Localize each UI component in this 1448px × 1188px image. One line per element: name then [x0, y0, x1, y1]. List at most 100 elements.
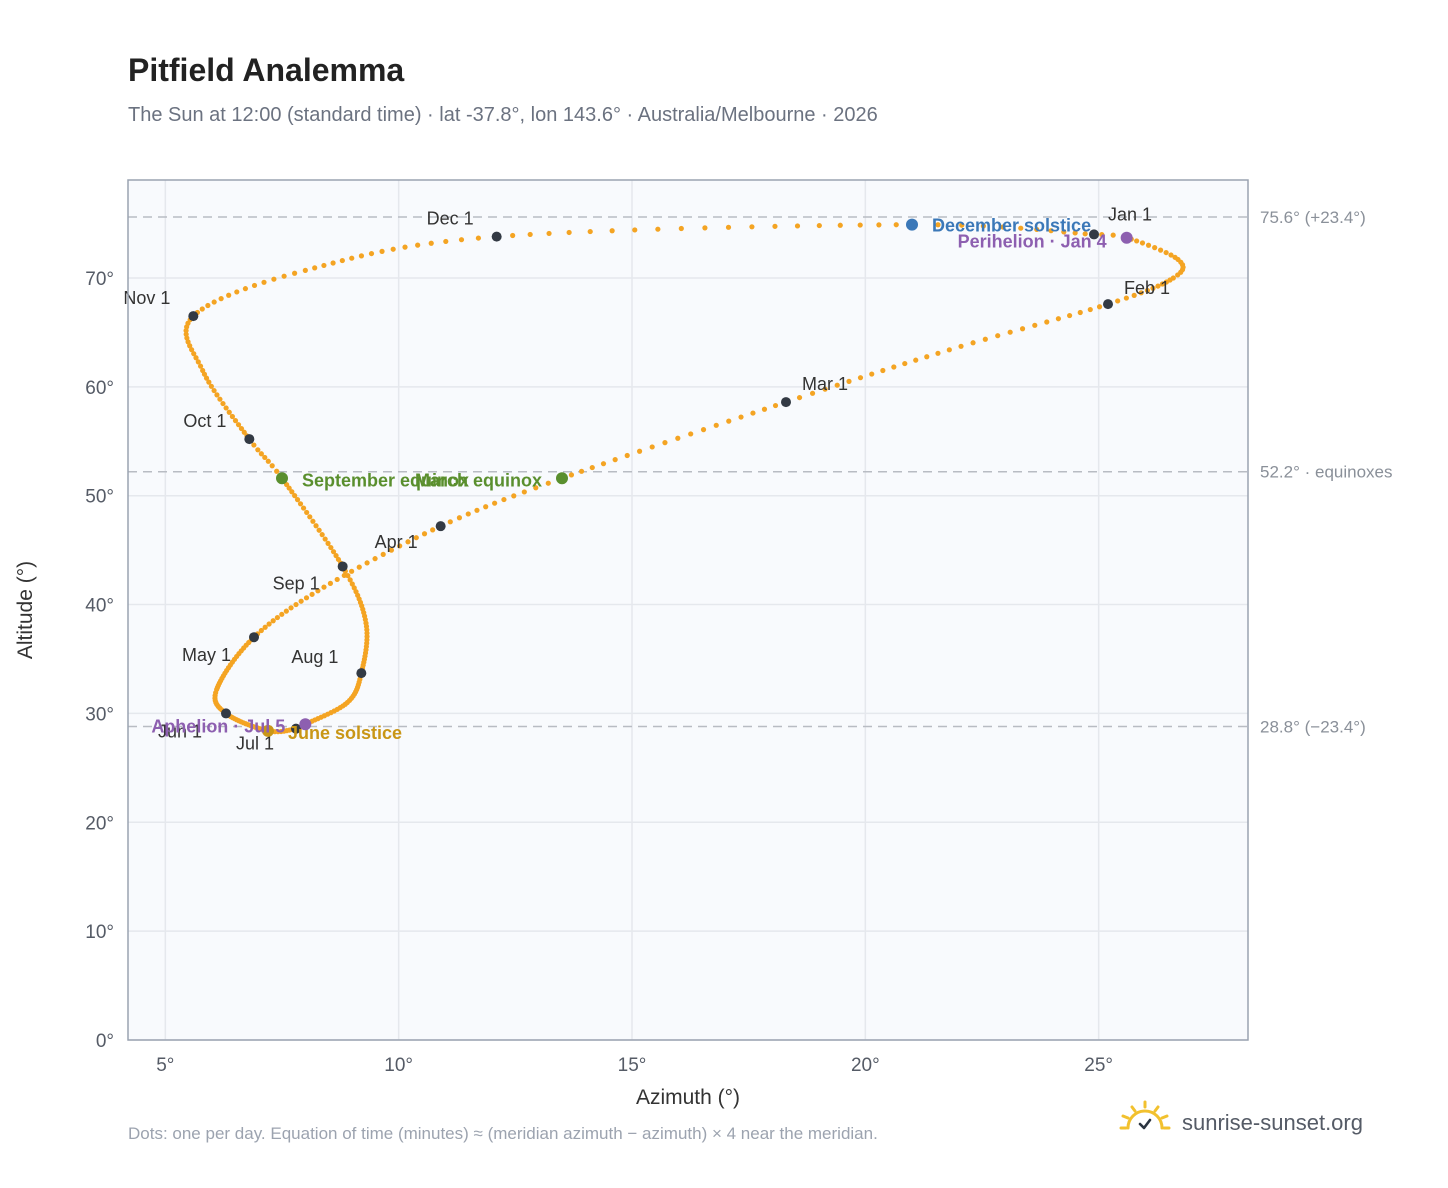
event-marker-label: March equinox: [415, 470, 542, 490]
day-dot: [1131, 292, 1137, 298]
y-tick-label: 60°: [85, 378, 114, 399]
brand-logo[interactable]: sunrise-sunset.org: [1118, 1100, 1363, 1145]
event-marker-dot: [276, 472, 288, 485]
day-dot: [335, 556, 342, 563]
day-dot: [1055, 316, 1062, 322]
x-axis-ticks: 5° 10° 15° 20° 25°: [156, 1055, 1113, 1076]
day-dot: [226, 409, 232, 415]
day-dot: [229, 413, 235, 420]
day-dot: [492, 500, 498, 506]
day-dot: [298, 598, 304, 604]
day-dot: [380, 551, 386, 557]
day-dot: [241, 429, 247, 435]
day-dot: [265, 458, 271, 464]
y-tick-label: 50°: [85, 487, 114, 508]
day-dot: [319, 532, 325, 538]
day-dot: [1145, 242, 1152, 248]
day-dot: [1134, 238, 1140, 244]
day-dot: [191, 351, 197, 357]
day-dot: [251, 442, 257, 448]
y-tick-label: 20°: [85, 813, 114, 834]
day-dot: [421, 531, 428, 537]
day-dot: [255, 447, 261, 453]
day-dot: [796, 394, 803, 401]
day-dot: [313, 523, 319, 529]
day-dot: [980, 223, 986, 229]
day-dot: [312, 265, 318, 271]
day-dot: [447, 519, 453, 525]
day-dot: [750, 410, 756, 416]
day-dot: [300, 505, 307, 511]
day-dot: [205, 302, 211, 309]
day-dot: [297, 501, 304, 507]
day-dot: [1099, 231, 1105, 238]
y-tick-label: 10°: [85, 922, 114, 943]
month-marker-label: Jan 1: [1108, 204, 1152, 224]
day-dot: [292, 270, 298, 276]
day-dot: [1067, 312, 1073, 319]
day-dot: [1144, 287, 1151, 294]
month-marker-label: Apr 1: [375, 532, 418, 552]
event-marker-dot: [556, 472, 568, 485]
chart-title: Pitfield Analemma: [128, 52, 405, 88]
day-dot: [1150, 285, 1156, 291]
month-marker-dot: [491, 231, 502, 242]
day-dot: [725, 224, 732, 230]
day-dot: [372, 556, 378, 562]
day-dot: [1163, 279, 1170, 285]
day-dot: [501, 496, 507, 503]
event-marker-label: June solstice: [288, 723, 402, 743]
day-dot: [292, 493, 298, 499]
day-dot: [935, 350, 941, 356]
day-dot: [612, 457, 618, 463]
day-dot: [1175, 272, 1181, 278]
day-dot: [511, 493, 517, 499]
day-dot: [655, 226, 661, 232]
day-dot: [857, 222, 863, 228]
day-dot: [368, 250, 375, 257]
day-dot: [880, 367, 886, 374]
day-dot: [333, 553, 339, 559]
day-dot: [1019, 326, 1026, 332]
x-tick-label: 10°: [384, 1055, 413, 1076]
day-dot: [302, 267, 308, 273]
event-marker-dot: [1120, 231, 1133, 244]
day-dot: [211, 299, 217, 305]
day-dot: [1115, 298, 1121, 304]
day-dot: [738, 414, 744, 420]
day-dot: [189, 347, 195, 353]
day-dot: [242, 286, 249, 292]
day-dot: [293, 601, 299, 608]
day-dot: [413, 535, 419, 541]
day-dot: [794, 223, 801, 229]
day-dot: [226, 292, 232, 298]
day-dot: [334, 576, 340, 583]
day-dot: [474, 507, 480, 513]
day-dot: [1152, 245, 1158, 251]
day-dot: [325, 540, 331, 546]
month-marker-label: Mar 1: [802, 374, 848, 394]
day-dot: [946, 347, 952, 353]
day-dot: [678, 225, 684, 232]
day-dot: [913, 357, 919, 363]
day-dot: [609, 228, 615, 234]
day-dot: [935, 222, 941, 228]
day-dot: [566, 229, 572, 236]
day-dot: [271, 276, 277, 282]
day-dot: [521, 489, 527, 495]
day-dot: [220, 400, 226, 407]
day-dot: [1072, 230, 1078, 236]
day-dot: [483, 504, 489, 510]
day-dot: [251, 282, 258, 289]
reference-line-label: 28.8° (−23.4°): [1260, 717, 1366, 736]
day-dot: [982, 336, 988, 342]
day-dot: [995, 333, 1001, 339]
day-dot: [405, 539, 411, 545]
day-dot: [379, 248, 385, 254]
day-dot: [924, 354, 930, 360]
day-dot: [510, 232, 516, 239]
day-dot: [270, 618, 276, 624]
day-dot: [327, 580, 334, 586]
chart-subtitle: The Sun at 12:00 (standard time) · lat -…: [128, 104, 878, 126]
